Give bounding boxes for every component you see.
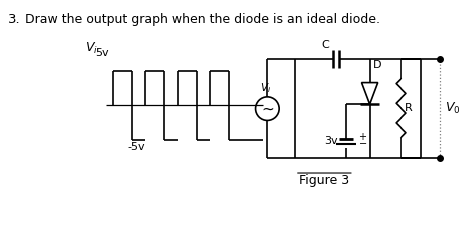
Text: 3v: 3v (324, 136, 338, 146)
Text: -5v: -5v (128, 142, 146, 151)
Text: $V_i$: $V_i$ (260, 81, 271, 95)
Text: ~: ~ (261, 101, 274, 116)
Text: C: C (321, 40, 329, 50)
Text: 3.: 3. (8, 13, 20, 26)
Text: 5v: 5v (95, 48, 109, 58)
Text: +: + (358, 132, 366, 142)
Text: $V_i$: $V_i$ (84, 41, 98, 56)
Text: R: R (405, 103, 413, 113)
Text: Draw the output graph when the diode is an ideal diode.: Draw the output graph when the diode is … (25, 13, 380, 26)
Text: $-$: $-$ (358, 137, 367, 147)
Text: D: D (373, 60, 381, 70)
Text: $V_0$: $V_0$ (445, 101, 461, 116)
Text: Figure 3: Figure 3 (299, 174, 349, 187)
